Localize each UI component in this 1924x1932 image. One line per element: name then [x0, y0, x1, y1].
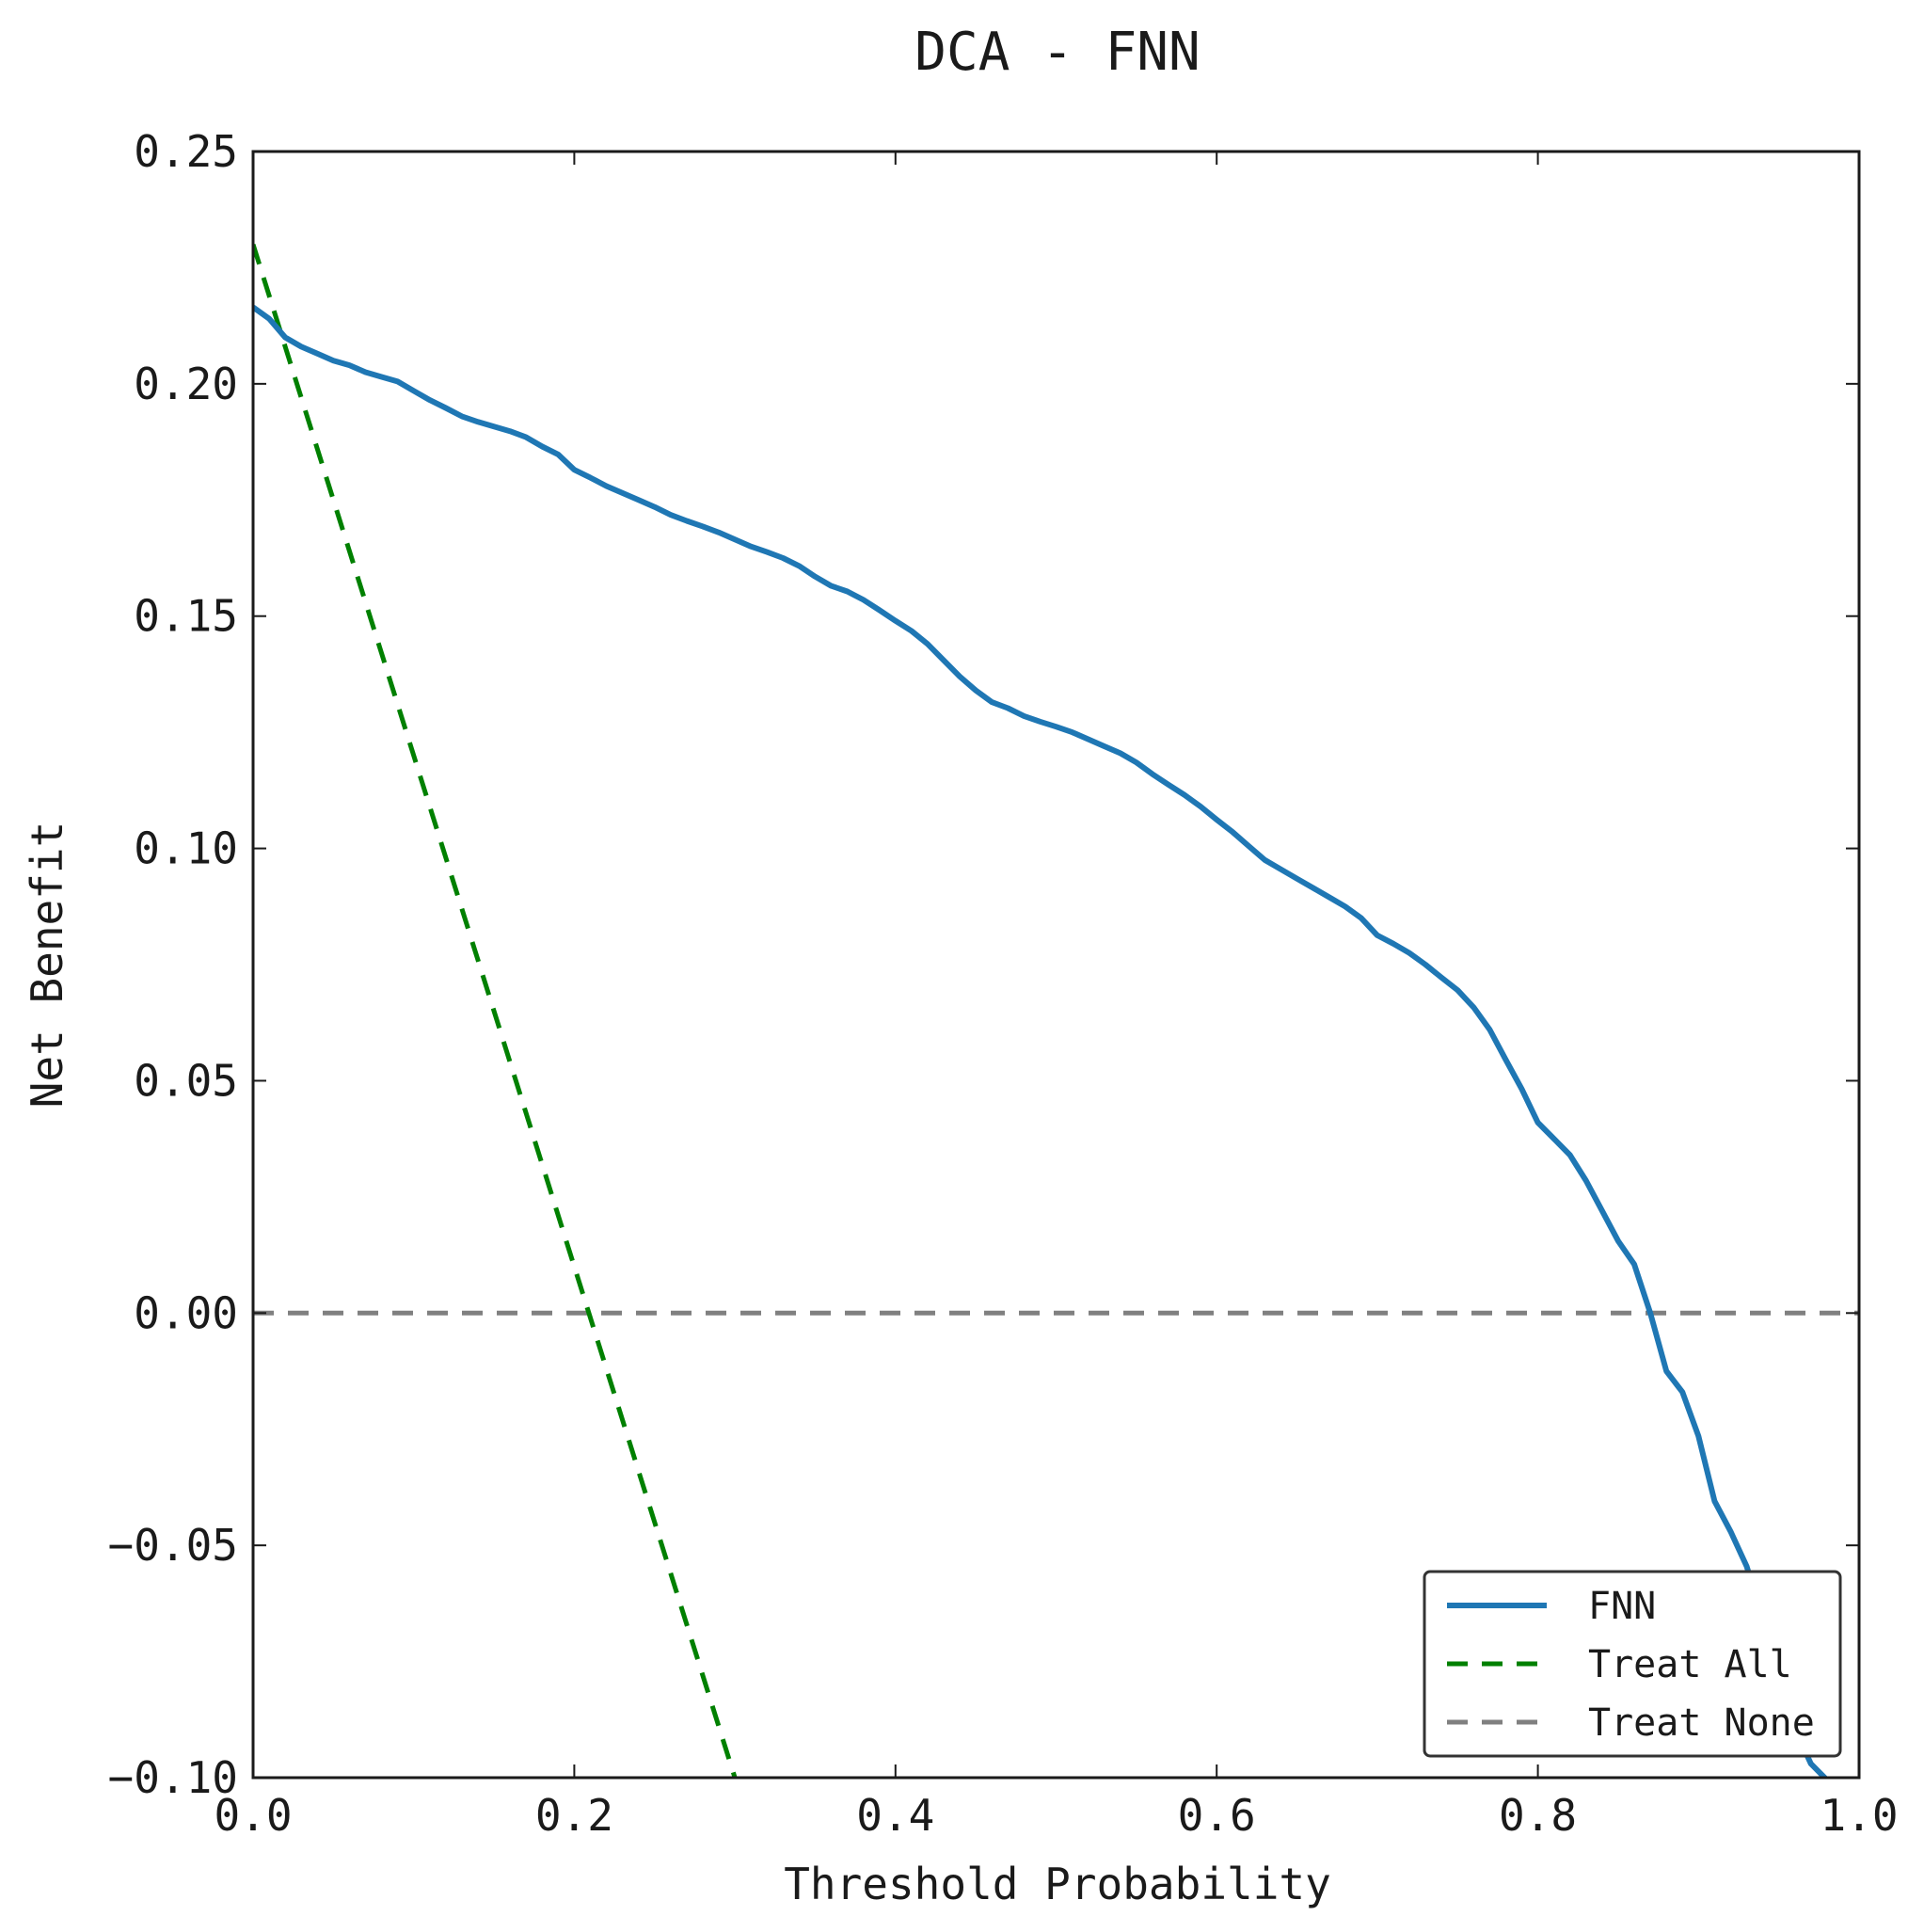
y-tick-label: −0.10	[108, 1752, 238, 1803]
x-tick-label: 1.0	[1820, 1790, 1898, 1841]
y-tick-label: 0.15	[134, 591, 238, 642]
y-tick-label: 0.25	[134, 126, 238, 177]
x-tick-label: 0.2	[535, 1790, 613, 1841]
x-tick-label: 0.0	[214, 1790, 292, 1841]
series-layer	[253, 243, 1859, 1778]
x-axis-title: Threshold Probability	[784, 1859, 1331, 1909]
ticks-layer: 0.0 0.2 0.4 0.6 0.8 1.0 0.25 0.20 0.15 0.10 0.05 0.…	[108, 126, 1899, 1841]
y-tick-label: 0.10	[134, 823, 238, 874]
y-tick-label: 0.00	[134, 1287, 238, 1338]
y-axis-title: Net Benefit	[22, 822, 72, 1109]
x-tick-label: 0.4	[856, 1790, 934, 1841]
plot-frame	[251, 150, 1861, 1780]
legend-box	[1423, 1570, 1842, 1758]
legend-label: Treat None	[1588, 1701, 1815, 1745]
chart-title: DCA - FNN	[914, 22, 1200, 83]
y-tick-label: 0.20	[134, 359, 238, 409]
legend-label: Treat All	[1588, 1643, 1792, 1686]
legend: FNN Treat All Treat None	[1423, 1570, 1842, 1758]
y-tick-label: 0.05	[134, 1055, 238, 1106]
x-tick-label: 0.6	[1178, 1790, 1256, 1841]
x-tick-label: 0.8	[1499, 1790, 1577, 1841]
series-line-treat-all	[253, 243, 738, 1778]
legend-label: FNN	[1588, 1585, 1656, 1628]
series-line-fnn	[253, 304, 1829, 1778]
y-tick-label: −0.05	[108, 1520, 238, 1571]
